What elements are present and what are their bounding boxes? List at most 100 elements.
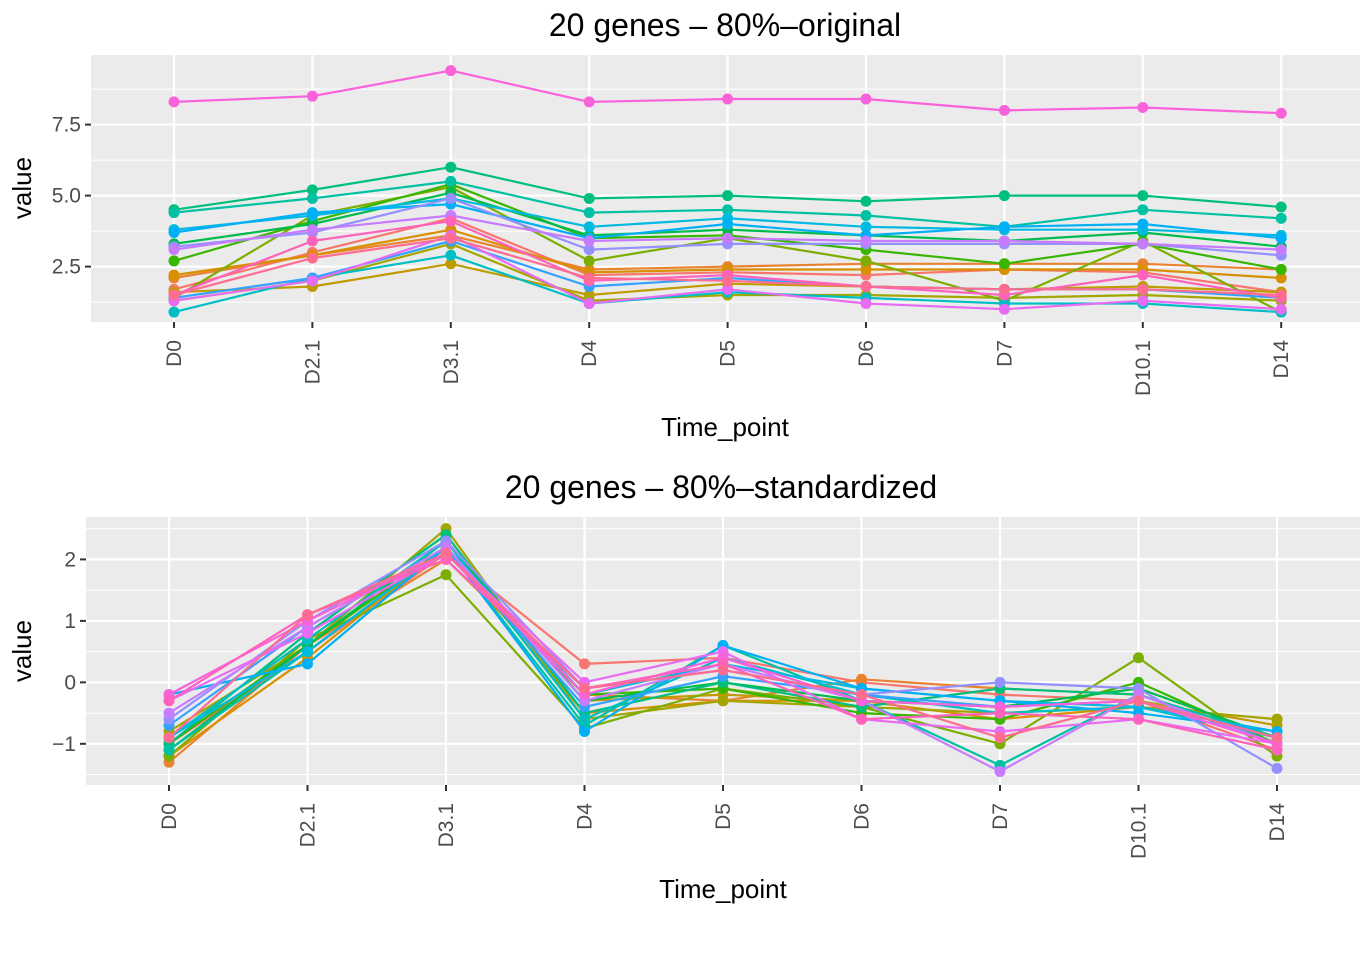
data-point [579,682,590,694]
data-point [583,272,595,284]
data-point [722,218,734,230]
data-point [445,232,457,244]
data-point [306,252,318,264]
data-point [1275,272,1287,284]
data-point [860,209,872,221]
data-point [302,658,313,670]
data-point [302,609,313,621]
data-point [163,744,175,756]
data-point [306,90,318,102]
data-point [168,306,180,318]
y-tick-label: 0 [64,671,76,694]
x-tick-label: D2.1 [297,803,320,847]
data-point [1271,744,1283,756]
data-point [1271,713,1283,725]
x-axis-title: Time_point [661,412,789,442]
data-point [306,184,318,196]
data-point [168,255,180,267]
data-point [583,221,595,233]
data-point [722,93,734,105]
y-tick-label: 5.0 [52,185,81,208]
data-point [306,224,318,236]
series-group [168,65,1287,318]
data-point [168,289,180,301]
data-point [722,275,734,287]
x-axis-title: Time_point [659,874,787,904]
axis-ticks: −1 0 1 2 D0 D2.1 D3.1 D4 D5 D6 D7 D10.1 D14 [52,548,1289,859]
data-point [583,207,595,219]
data-point [1137,283,1149,295]
y-tick-label: 1 [64,610,76,633]
data-point [302,627,313,639]
data-point [994,732,1006,744]
data-point [860,195,872,207]
data-point [583,235,595,247]
data-point [306,235,318,247]
data-point [1275,303,1287,315]
data-point [583,255,595,267]
x-tick-label: D0 [163,340,186,367]
x-tick-label: D6 [855,340,878,367]
data-point [306,192,318,204]
data-point [860,280,872,292]
x-tick-label: D0 [158,803,181,830]
y-tick-label: 2 [64,548,76,571]
data-point [1137,295,1149,307]
data-point [717,695,729,707]
x-tick-label: D5 [712,803,735,830]
data-point [1133,652,1144,664]
data-point [1133,695,1144,707]
data-point [1271,732,1283,744]
data-point [1275,232,1287,244]
data-point [168,207,180,219]
data-point [1137,238,1149,250]
data-point [583,192,595,204]
data-point [583,298,595,310]
data-point [445,175,457,187]
data-point [860,235,872,247]
data-point [860,93,872,105]
x-tick-label: D7 [989,803,1012,830]
data-point [1137,102,1149,114]
data-point [998,190,1010,202]
data-point [860,298,872,310]
data-point [163,732,175,744]
y-tick-label: 2.5 [52,256,81,279]
data-point [163,707,175,719]
data-point [579,658,590,670]
data-point [168,244,180,256]
x-tick-label: D5 [717,340,740,367]
data-point [445,258,457,270]
data-point [306,275,318,287]
data-point [722,204,734,216]
data-point [856,673,867,685]
x-tick-label: D3.1 [440,340,463,384]
data-point [860,263,872,275]
x-tick-label: D14 [1266,803,1289,842]
data-point [1275,263,1287,275]
y-axis-title: value [7,620,37,682]
data-point [579,713,590,725]
y-axis-title: value [7,157,37,219]
data-point [440,569,452,581]
data-point [168,269,180,281]
data-point [860,221,872,233]
data-point [722,190,734,202]
data-point [1275,212,1287,224]
data-point [860,255,872,267]
x-tick-label: D4 [578,340,601,367]
data-point [445,65,457,77]
data-point [994,707,1006,719]
data-point [717,664,729,676]
data-point [1275,201,1287,213]
data-point [1275,107,1287,119]
data-point [998,303,1010,315]
data-point [1137,204,1149,216]
data-point [1137,218,1149,230]
data-point [168,227,180,239]
series-group [163,523,1283,777]
x-tick-label: D6 [851,803,874,830]
data-point [445,249,457,261]
data-point [1137,269,1149,281]
